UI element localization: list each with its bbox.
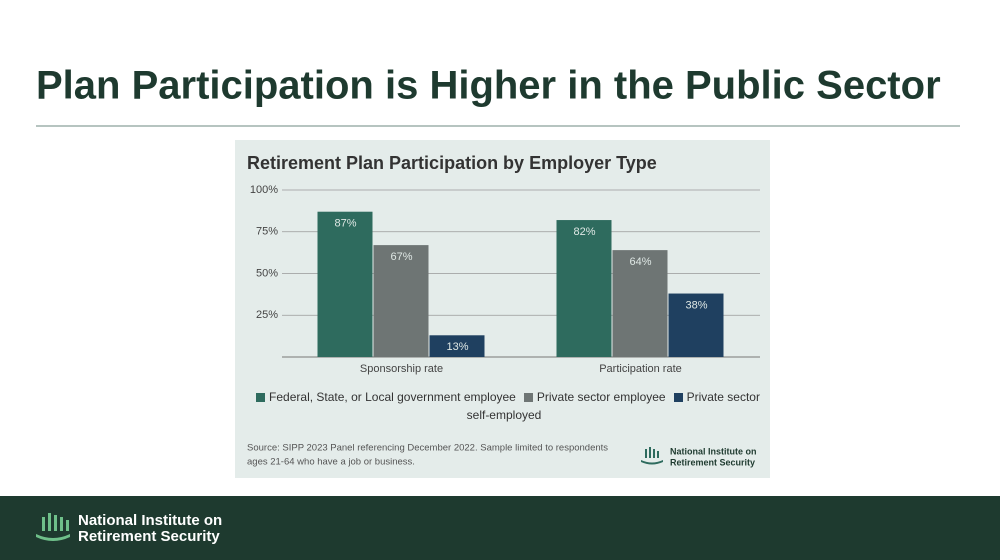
chart-title: Retirement Plan Participation by Employe… (247, 153, 657, 173)
bar (612, 250, 668, 357)
bar (429, 335, 485, 357)
value-label: 64% (629, 256, 651, 268)
legend: Federal, State, or Local government empl… (248, 388, 760, 424)
page-title: Plan Participation is Higher in the Publ… (36, 64, 941, 108)
value-label: 13% (446, 341, 468, 353)
chart-logo-text: National Institute on (670, 446, 757, 456)
source: ages 21-64 who have a job or business. (247, 457, 415, 468)
bar (556, 220, 612, 357)
value-label: 38% (685, 299, 707, 311)
value-label: 82% (573, 226, 595, 238)
legend-label: Private sector self-employed (466, 390, 760, 422)
y-tick-label: 100% (250, 184, 278, 196)
legend-label: Federal, State, or Local government empl… (269, 390, 516, 404)
footer-band (0, 496, 1000, 560)
legend-swatch (673, 393, 683, 402)
bar (373, 245, 429, 357)
value-label: 87% (334, 218, 356, 230)
y-tick-label: 25% (256, 309, 278, 321)
legend-label: Private sector employee (536, 390, 666, 404)
chart-logo-text: Retirement Security (670, 457, 755, 467)
source: Source: SIPP 2023 Panel referencing Dece… (247, 443, 608, 454)
bar (668, 293, 724, 357)
footer-logo-text: Retirement Security (78, 528, 220, 545)
y-tick-label: 50% (256, 267, 278, 279)
x-tick-label: Participation rate (599, 363, 682, 375)
legend-swatch (256, 393, 266, 402)
y-tick-label: 75% (256, 226, 278, 238)
chart-logo-icon (641, 447, 663, 465)
bar (317, 211, 373, 357)
footer-logo-icon (36, 513, 70, 541)
footer-logo-text: National Institute on (78, 512, 222, 529)
value-label: 67% (390, 251, 412, 263)
x-tick-label: Sponsorship rate (360, 363, 443, 375)
legend-swatch (523, 393, 533, 402)
